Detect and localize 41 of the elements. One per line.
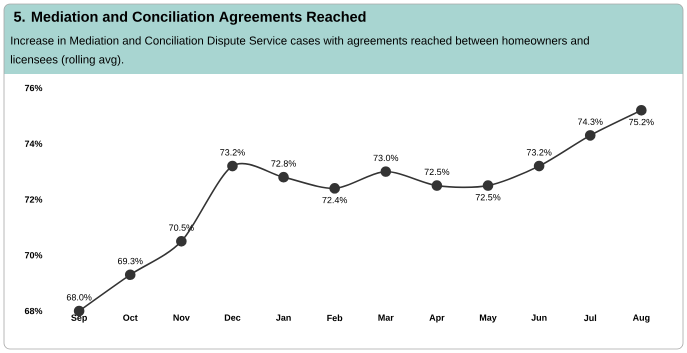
y-tick-label: 72%: [24, 196, 42, 203]
data-label: 73.0%: [374, 154, 398, 162]
x-tick-label: Jul: [584, 314, 596, 322]
point: [534, 160, 544, 172]
y-tick-label: 70%: [24, 252, 42, 258]
point: [584, 130, 596, 141]
x-tick-label: Oct: [123, 314, 138, 321]
data-label: 72.4%: [322, 196, 348, 204]
x-tick-label: Feb: [327, 314, 342, 322]
y-tick-label: 76%: [24, 84, 42, 92]
x-tick-label: Dec: [224, 314, 240, 321]
point: [124, 269, 136, 280]
data-label: 72.5%: [424, 168, 450, 176]
data-label: 72.5%: [476, 194, 500, 200]
data-label: 74.3%: [578, 118, 603, 125]
x-tick-label: Sep: [71, 314, 87, 323]
x-tick-label: Mar: [378, 314, 394, 321]
data-label: 72.8%: [271, 160, 296, 167]
point: [227, 160, 238, 172]
point: [432, 180, 442, 191]
x-tick-label: Nov: [173, 314, 190, 321]
point: [482, 180, 494, 191]
y-tick-label: 68%: [24, 308, 42, 314]
point: [329, 183, 340, 194]
point: [278, 172, 289, 183]
point: [176, 236, 187, 247]
y-tick-label: 74%: [24, 140, 42, 147]
x-tick-label: Aug: [632, 314, 650, 323]
data-label: 69.3%: [118, 258, 143, 264]
x-tick-label: Jan: [276, 314, 291, 321]
data-label: 73.2%: [526, 149, 552, 156]
point: [380, 166, 392, 177]
x-tick-label: May: [480, 314, 497, 323]
chart-title: 5. Mediation and Conciliation Agreements Reached: [14, 11, 366, 25]
data-label: 68.0%: [66, 294, 92, 300]
point: [636, 105, 647, 116]
x-tick-label: Jun: [531, 314, 547, 321]
x-tick-label: Apr: [429, 314, 444, 323]
data-label: 75.2%: [629, 118, 654, 126]
data-label: 73.2%: [220, 149, 245, 156]
chart-subtitle: Increase in Mediation and Conciliation Dispute Service cases with agreements reached between homeowners and licensees (rolling avg).: [10, 36, 589, 66]
